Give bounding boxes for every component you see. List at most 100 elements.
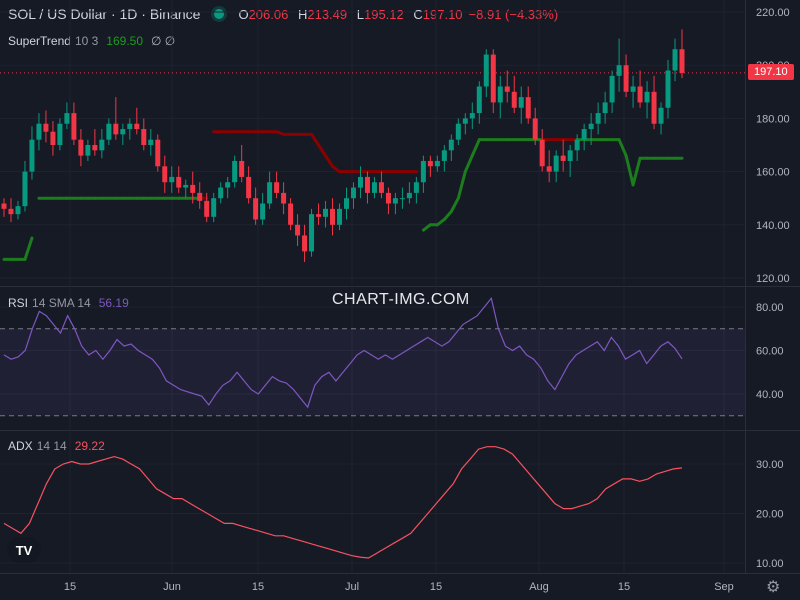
high-label: H — [297, 6, 308, 22]
candle-body — [448, 139, 454, 151]
candle-body — [441, 150, 447, 161]
candle-body — [399, 198, 405, 200]
candle-body — [43, 123, 49, 132]
candle-body — [539, 139, 545, 167]
supertrend-segment — [463, 154, 474, 174]
price-tick-label: 180.00 — [756, 113, 790, 125]
adx-tick-label: 30.00 — [756, 459, 784, 471]
rsi-name: RSI — [8, 296, 29, 310]
candle-body — [316, 214, 322, 217]
candle-body — [350, 187, 356, 199]
candle-body — [672, 49, 678, 71]
candle-body — [169, 176, 175, 183]
supertrend-legend[interactable]: SuperTrend 10 3 169.50 ∅ ∅ — [8, 34, 175, 48]
candle-body — [337, 208, 343, 225]
candle-body — [469, 113, 475, 119]
candle-body — [364, 176, 370, 193]
rsi-legend[interactable]: RSI 14 SMA 14 56.19 — [8, 296, 129, 310]
candle-body — [609, 75, 615, 103]
rsi-tick-label: 40.00 — [756, 389, 784, 401]
time-tick-label: Jun — [163, 581, 181, 593]
candle-body — [295, 224, 301, 236]
rsi-tick-label: 80.00 — [756, 302, 784, 314]
candle-body — [546, 166, 552, 172]
supertrend-segment — [470, 138, 481, 158]
price-tick-label: 160.00 — [756, 167, 790, 179]
candle-body — [57, 123, 63, 145]
candle-body — [197, 192, 203, 201]
candle-body — [616, 65, 622, 76]
price-tick-label: 120.00 — [756, 273, 790, 285]
candle-body — [113, 123, 119, 135]
close-value: 197.10 — [422, 6, 463, 22]
candle-body — [155, 139, 161, 167]
adx-params: 14 14 — [36, 439, 67, 453]
supertrend-segment — [617, 138, 628, 158]
candle-body — [50, 131, 56, 145]
rsi-line — [3, 296, 683, 409]
candle-body — [371, 182, 377, 193]
low-label: L — [356, 6, 364, 22]
time-tick-label: 15 — [430, 581, 442, 593]
candle-body — [406, 192, 412, 199]
candle-body — [148, 139, 154, 145]
adx-tick-label: 10.00 — [756, 558, 784, 570]
adx-legend[interactable]: ADX 14 14 29.22 — [8, 439, 105, 453]
candle-body — [588, 123, 594, 130]
candle-body — [99, 139, 105, 151]
supertrend-empty-icons: ∅ ∅ — [151, 34, 176, 48]
candle-body — [253, 198, 259, 220]
candle-body — [78, 139, 84, 156]
time-tick-label: Aug — [529, 581, 549, 593]
candle-body — [239, 160, 245, 177]
candle-body — [518, 97, 524, 108]
market-status-icon — [214, 9, 225, 19]
time-tick-label: Sep — [714, 581, 734, 593]
candle-body — [623, 65, 629, 92]
tradingview-logo-icon[interactable]: TV — [7, 537, 41, 563]
candle-body — [246, 176, 252, 199]
supertrend-segment — [310, 132, 321, 147]
time-tick-label: 15 — [618, 581, 630, 593]
settings-gear-icon[interactable]: ⚙ — [766, 579, 781, 596]
candle-body — [630, 86, 636, 92]
candle-body — [323, 208, 329, 217]
supertrend-name: SuperTrend — [8, 34, 71, 48]
candle-body — [434, 160, 440, 167]
candle-body — [232, 160, 238, 183]
chart-header: SOL / US Dollar · 1D · Binance O206.06 H… — [8, 6, 564, 22]
candle-body — [343, 198, 349, 209]
candle-body — [281, 192, 287, 204]
time-tick-label: 15 — [252, 581, 264, 593]
candle-body — [29, 139, 35, 172]
candle-body — [497, 86, 503, 103]
time-tick-label: 15 — [64, 581, 76, 593]
price-tick-label: 140.00 — [756, 220, 790, 232]
candle-body — [595, 113, 601, 124]
supertrend-params: 10 3 — [74, 34, 99, 48]
candle-body — [211, 198, 217, 217]
candle-body — [560, 155, 566, 161]
candle-body — [532, 118, 538, 140]
candle-body — [71, 113, 77, 140]
symbol-title[interactable]: SOL / US Dollar · 1D · Binance — [8, 6, 201, 22]
supertrend-segment — [449, 196, 460, 213]
candle-body — [204, 200, 210, 217]
candle-body — [127, 123, 133, 130]
watermark: CHART-IMG.COM — [332, 291, 470, 308]
candle-body — [455, 123, 461, 140]
candle-body — [190, 184, 196, 193]
supertrend-segment — [456, 170, 467, 200]
candle-body — [392, 198, 398, 204]
supertrend-segment — [624, 154, 635, 187]
candle-body — [462, 118, 468, 124]
candle-body — [22, 171, 28, 207]
candle-body — [637, 86, 643, 103]
candle-body — [15, 206, 21, 215]
time-tick-label: Jul — [345, 581, 359, 593]
candle-body — [8, 208, 14, 215]
candle-body — [525, 97, 531, 119]
candle-body — [176, 176, 182, 188]
candle-body — [602, 102, 608, 114]
